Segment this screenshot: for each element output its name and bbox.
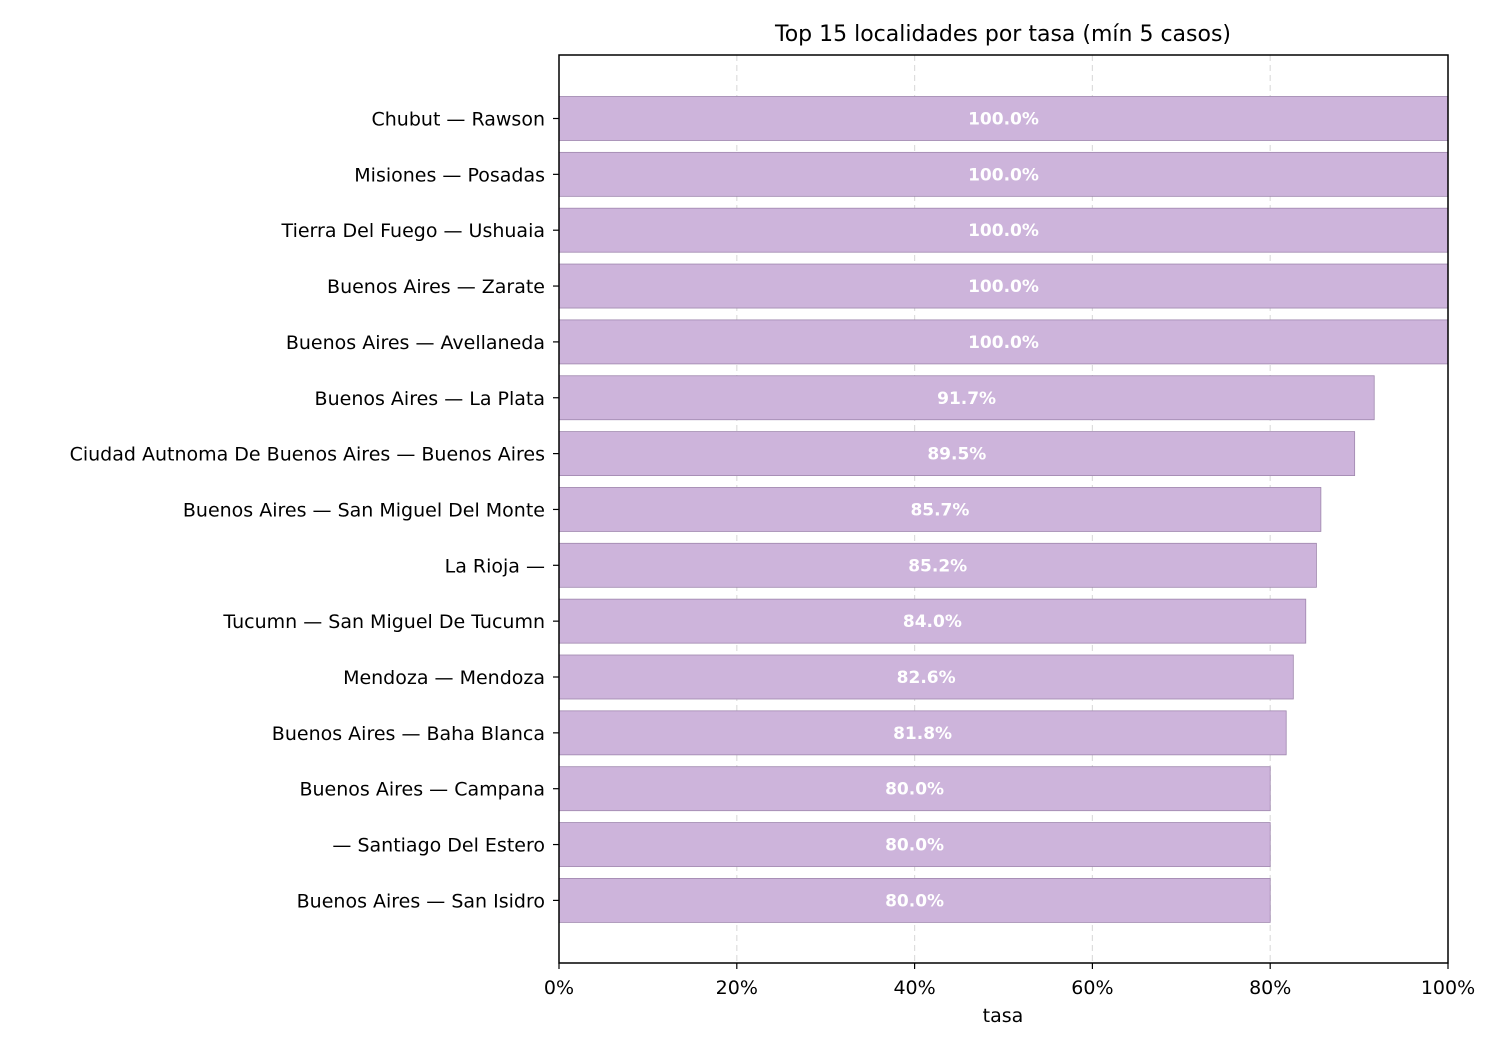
y-tick-label: Tierra Del Fuego — Ushuaia xyxy=(281,220,545,242)
bar-value-label: 82.6% xyxy=(897,668,956,688)
bar-value-label: 84.0% xyxy=(903,612,962,632)
bar xyxy=(558,822,1271,867)
bar-value-label: 100.0% xyxy=(968,221,1039,241)
plot-frame xyxy=(558,54,1449,964)
bar-value-label: 100.0% xyxy=(968,333,1039,353)
y-tick-label: Chubut — Rawson xyxy=(371,109,545,131)
bar-value-labels: 100.0% 100.0% 100.0% 100.0% 100.0% 91.7% 89.5%… xyxy=(885,110,1039,912)
bar xyxy=(558,263,1449,309)
x-tick-label: 40% xyxy=(893,977,935,999)
x-tick-label: 0% xyxy=(544,977,574,999)
y-tick-label: Buenos Aires — Avellaneda xyxy=(286,332,545,354)
bar xyxy=(558,375,1375,421)
bar xyxy=(558,207,1449,253)
bar xyxy=(558,766,1271,812)
x-tick-label: 60% xyxy=(1071,977,1113,999)
bar-value-label: 100.0% xyxy=(968,110,1039,130)
bar-value-label: 80.0% xyxy=(885,780,944,800)
y-tick-label: Buenos Aires — San Isidro xyxy=(297,890,545,912)
y-tick-label: Misiones — Posadas xyxy=(354,164,545,186)
bars xyxy=(558,96,1449,923)
bar xyxy=(558,319,1449,365)
y-tick-label: Buenos Aires — San Miguel Del Monte xyxy=(183,499,545,521)
bar xyxy=(558,710,1287,756)
y-axis-ticks: Chubut — Rawson Misiones — Posadas Tierra … xyxy=(70,109,559,912)
bar-value-label: 80.0% xyxy=(885,836,944,856)
bar-value-label: 91.7% xyxy=(937,389,996,409)
y-tick-label: Buenos Aires — Campana xyxy=(299,779,545,801)
bar-value-label: 80.0% xyxy=(885,891,944,911)
bar xyxy=(558,542,1317,588)
y-tick-label: Tucumn — San Miguel De Tucumn xyxy=(222,611,545,633)
x-tick-label: 20% xyxy=(716,977,758,999)
bar xyxy=(558,96,1449,141)
bar-value-label: 85.7% xyxy=(910,500,969,520)
y-tick-label: Buenos Aires — Baha Blanca xyxy=(272,723,545,745)
bar xyxy=(558,654,1294,700)
chart-title: Top 15 localidades por tasa (mín 5 casos… xyxy=(774,22,1231,47)
x-tick-label: 100% xyxy=(1421,977,1475,999)
y-tick-label: Ciudad Autnoma De Buenos Aires — Buenos … xyxy=(70,444,545,466)
bar-value-label: 89.5% xyxy=(927,445,986,465)
y-tick-label: — Santiago Del Estero xyxy=(332,835,545,857)
x-axis-label: tasa xyxy=(983,1005,1024,1027)
bar-value-label: 85.2% xyxy=(908,556,967,576)
x-tick-label: 80% xyxy=(1249,977,1291,999)
y-tick-label: Mendoza — Mendoza xyxy=(343,667,545,689)
x-axis-ticks: 0% 20% 40% 60% 80% 100% xyxy=(544,963,1475,999)
bar-value-label: 100.0% xyxy=(968,165,1039,185)
y-tick-label: Buenos Aires — Zarate xyxy=(327,276,545,298)
bar xyxy=(558,431,1356,477)
bar xyxy=(558,487,1322,532)
bar-value-label: 100.0% xyxy=(968,277,1039,297)
bar xyxy=(558,878,1271,923)
bar-value-label: 81.8% xyxy=(893,724,952,744)
y-tick-label: Buenos Aires — La Plata xyxy=(315,388,545,410)
y-tick-label: La Rioja — xyxy=(445,555,545,577)
